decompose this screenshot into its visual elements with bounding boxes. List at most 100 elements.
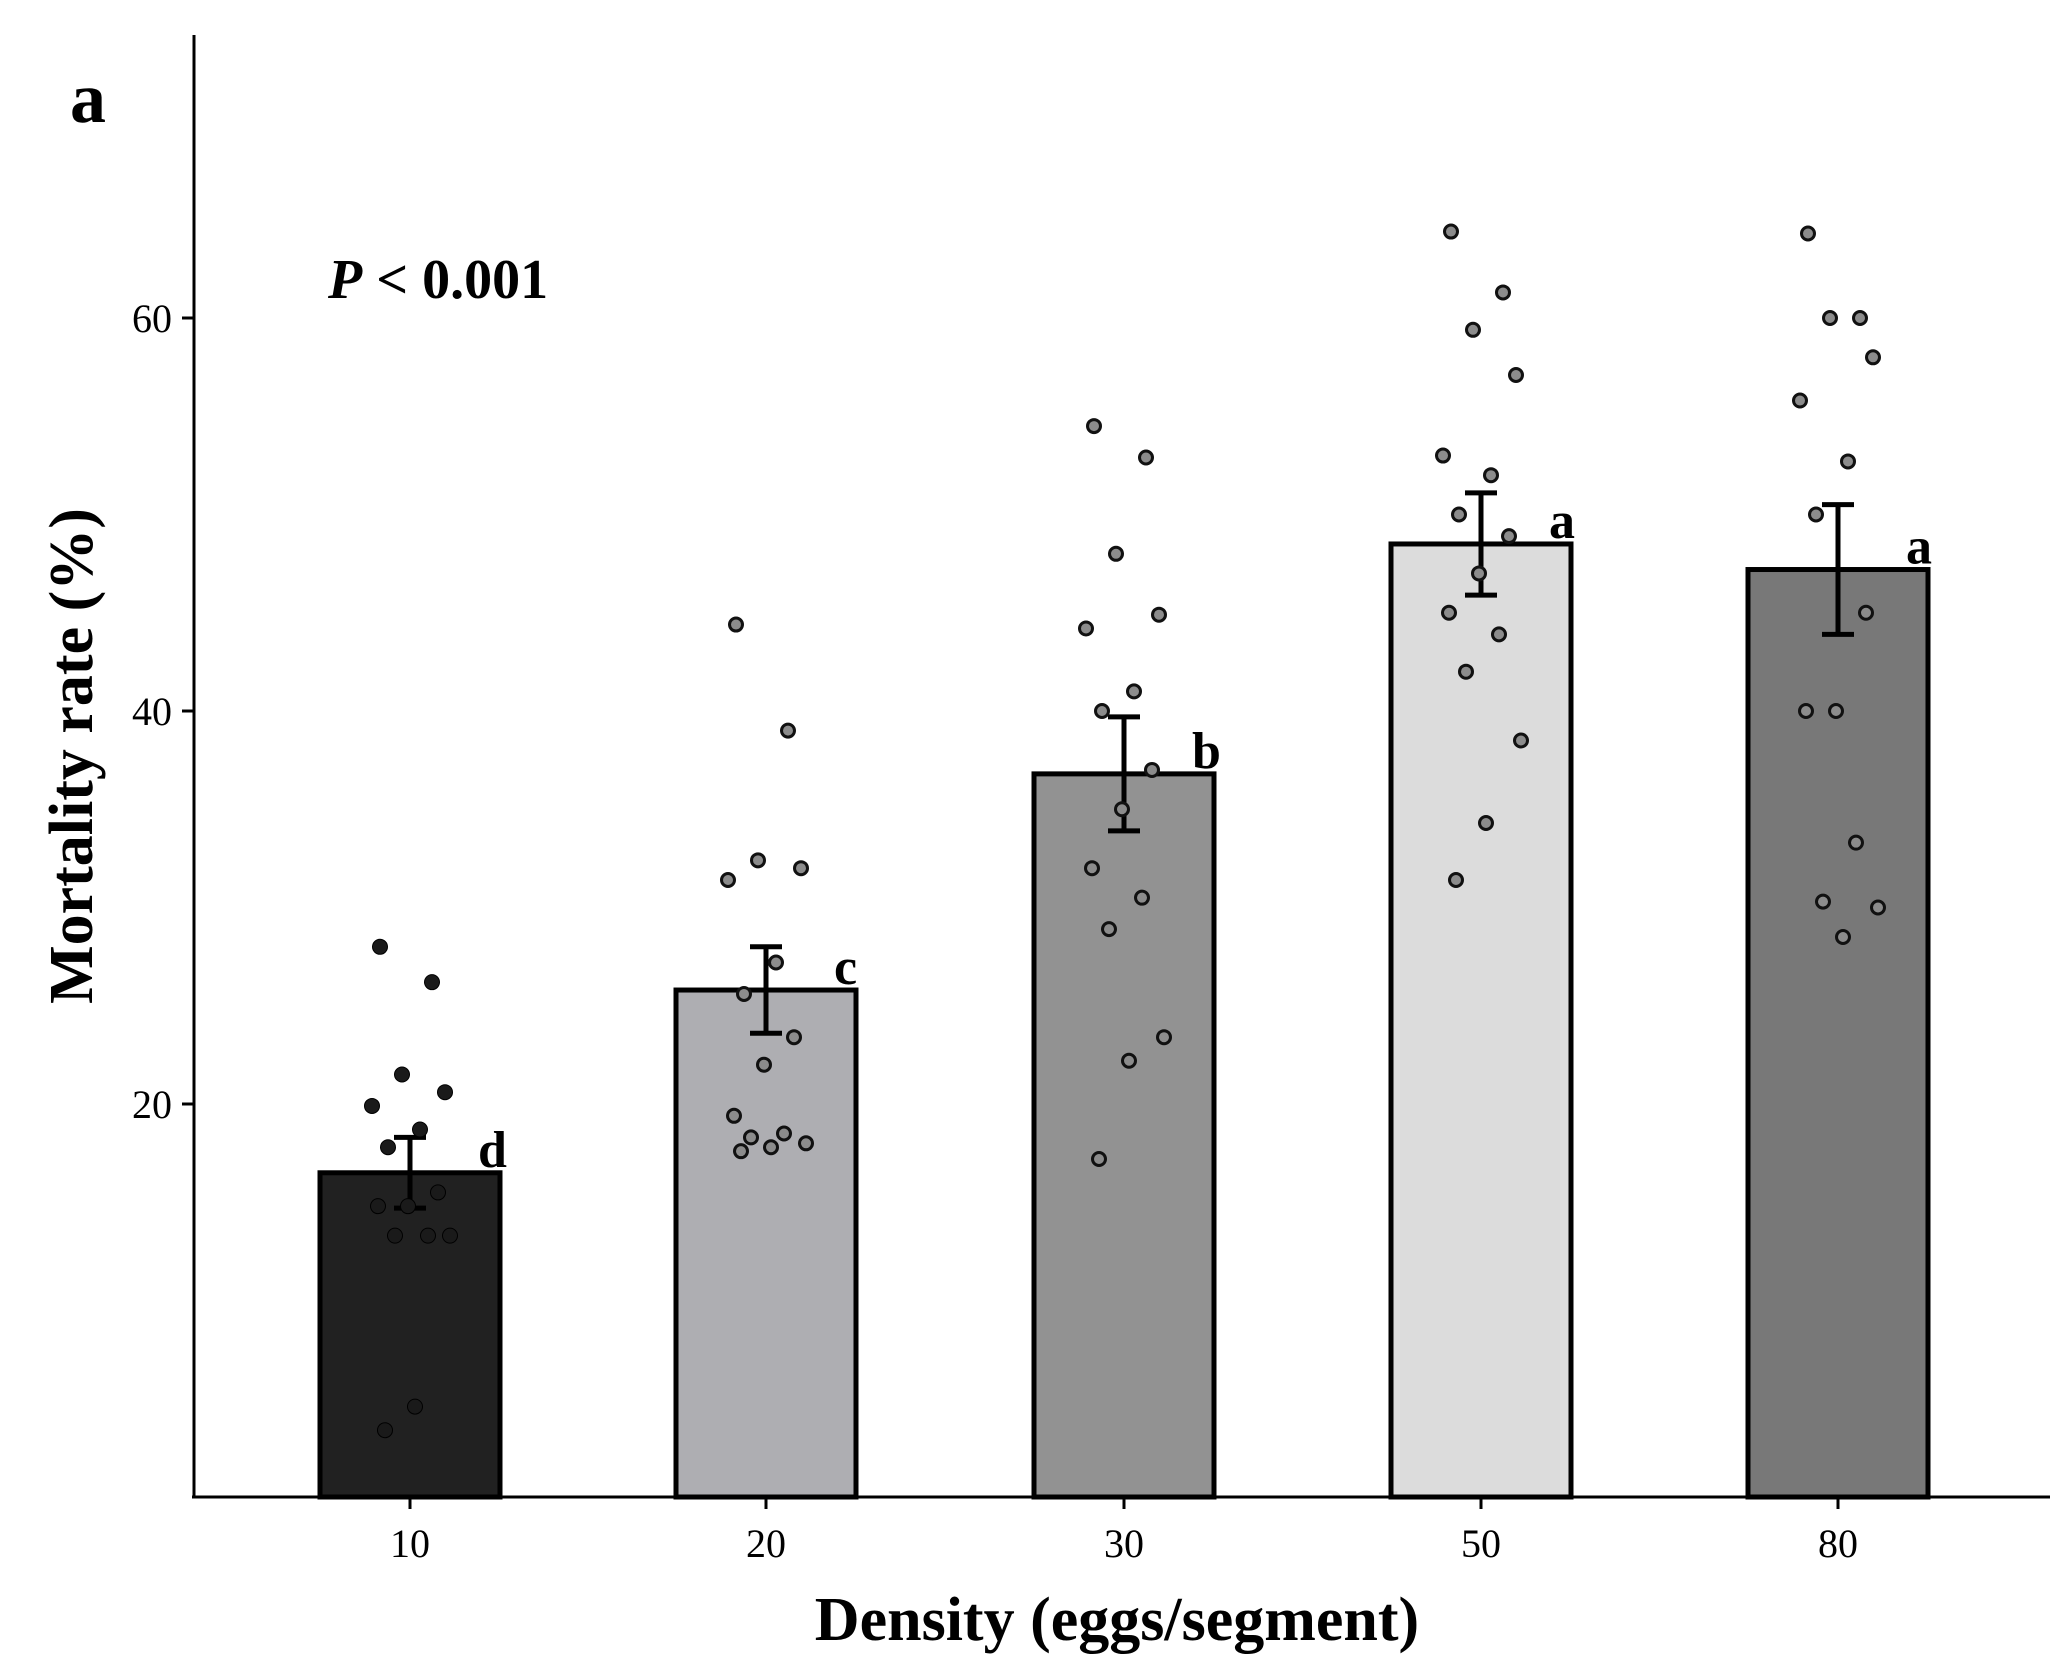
error-bar-20 bbox=[750, 944, 782, 1036]
data-point-10-6 bbox=[412, 1121, 428, 1138]
data-point-80-9 bbox=[1828, 703, 1844, 719]
data-point-20-8 bbox=[786, 1029, 802, 1046]
data-point-50-6 bbox=[1483, 467, 1499, 484]
data-point-50-5 bbox=[1435, 447, 1451, 464]
points-layer bbox=[364, 223, 1886, 1439]
significance-letters-layer: d c b a a bbox=[478, 493, 1932, 1179]
data-point-30-5 bbox=[1078, 620, 1094, 637]
x-axis-label: Density (eggs/segment) bbox=[815, 1586, 1419, 1654]
data-point-80-11 bbox=[1848, 834, 1864, 851]
data-point-80-3 bbox=[1822, 310, 1838, 326]
data-point-30-10 bbox=[1084, 860, 1100, 877]
data-point-30-7 bbox=[1094, 703, 1110, 719]
significance-letter-50: a bbox=[1549, 493, 1575, 550]
data-point-10-9 bbox=[400, 1198, 416, 1215]
y-tick-label-60: 60 bbox=[132, 296, 172, 341]
data-point-30-6 bbox=[1126, 683, 1142, 700]
data-point-10-1 bbox=[372, 938, 388, 955]
data-point-20-15 bbox=[733, 1143, 749, 1160]
data-point-80-14 bbox=[1835, 928, 1851, 945]
data-point-20-10 bbox=[726, 1107, 742, 1124]
data-point-50-11 bbox=[1491, 626, 1507, 643]
bar-30 bbox=[1031, 771, 1217, 1500]
data-point-20-14 bbox=[763, 1139, 779, 1156]
data-point-20-13 bbox=[798, 1135, 814, 1152]
data-point-80-13 bbox=[1870, 899, 1886, 916]
data-point-50-13 bbox=[1513, 732, 1529, 749]
data-point-30-14 bbox=[1121, 1052, 1137, 1069]
data-point-80-12 bbox=[1815, 893, 1831, 910]
p-value-text: < 0.001 bbox=[362, 249, 548, 311]
data-point-20-1 bbox=[728, 616, 744, 633]
data-point-30-13 bbox=[1156, 1029, 1172, 1046]
data-point-50-1 bbox=[1443, 223, 1459, 240]
data-point-10-13 bbox=[442, 1227, 458, 1244]
data-point-10-11 bbox=[420, 1227, 436, 1244]
data-point-50-8 bbox=[1501, 528, 1517, 545]
data-point-20-6 bbox=[768, 954, 784, 971]
data-point-50-4 bbox=[1508, 366, 1524, 383]
data-point-50-3 bbox=[1465, 321, 1481, 338]
data-point-50-10 bbox=[1441, 604, 1457, 621]
data-point-20-3 bbox=[750, 852, 766, 869]
bar-20 bbox=[673, 987, 859, 1500]
p-value-annotation: P < 0.001 bbox=[327, 249, 548, 311]
data-point-10-3 bbox=[394, 1066, 410, 1083]
error-bar-80 bbox=[1822, 502, 1854, 637]
data-point-50-15 bbox=[1448, 871, 1464, 888]
data-point-10-12 bbox=[387, 1227, 403, 1244]
x-tick-label-50: 50 bbox=[1461, 1521, 1501, 1566]
data-point-20-11 bbox=[776, 1125, 792, 1142]
data-point-10-4 bbox=[437, 1084, 453, 1101]
data-point-10-10 bbox=[370, 1198, 386, 1215]
significance-letter-80: a bbox=[1906, 519, 1932, 576]
x-tick-label-30: 30 bbox=[1104, 1521, 1144, 1566]
data-point-30-9 bbox=[1114, 801, 1130, 818]
data-point-80-1 bbox=[1800, 225, 1816, 242]
data-point-20-7 bbox=[736, 985, 752, 1002]
bar-80 bbox=[1745, 567, 1931, 1500]
axes-layer bbox=[192, 35, 2050, 1499]
data-point-30-3 bbox=[1108, 545, 1124, 562]
data-point-80-2 bbox=[1852, 310, 1868, 326]
y-tick-label-40: 40 bbox=[132, 689, 172, 734]
data-point-50-9 bbox=[1471, 565, 1487, 582]
bar-50 bbox=[1388, 541, 1574, 1500]
ticks-layer: 20 40 60 10 20 30 50 80 bbox=[132, 296, 1858, 1566]
x-tick-label-20: 20 bbox=[746, 1521, 786, 1566]
data-point-80-4 bbox=[1865, 349, 1881, 366]
data-point-10-14 bbox=[407, 1398, 423, 1415]
data-point-10-7 bbox=[380, 1139, 396, 1156]
bar-10 bbox=[317, 1170, 503, 1500]
data-point-30-2 bbox=[1138, 449, 1154, 466]
data-point-80-8 bbox=[1858, 604, 1874, 621]
data-point-30-8 bbox=[1144, 761, 1160, 778]
data-point-50-7 bbox=[1451, 506, 1467, 523]
panel-label: a bbox=[70, 58, 106, 138]
significance-letter-20: c bbox=[834, 939, 857, 996]
data-point-30-11 bbox=[1134, 889, 1150, 906]
data-point-20-4 bbox=[793, 860, 809, 877]
data-point-80-10 bbox=[1798, 703, 1814, 719]
data-point-10-8 bbox=[430, 1184, 446, 1201]
significance-letter-30: b bbox=[1192, 723, 1221, 780]
data-point-20-5 bbox=[720, 871, 736, 888]
data-point-80-5 bbox=[1792, 392, 1808, 409]
y-axis-label: Mortality rate (%) bbox=[38, 508, 106, 1004]
bars-layer bbox=[317, 541, 1931, 1500]
y-tick-label-20: 20 bbox=[132, 1082, 172, 1127]
data-point-80-6 bbox=[1840, 453, 1856, 470]
data-point-30-15 bbox=[1091, 1151, 1107, 1168]
data-point-10-2 bbox=[424, 974, 440, 991]
data-point-20-2 bbox=[780, 722, 796, 739]
data-point-30-12 bbox=[1101, 921, 1117, 938]
data-point-50-12 bbox=[1458, 663, 1474, 680]
data-point-50-2 bbox=[1495, 284, 1511, 301]
x-tick-label-10: 10 bbox=[390, 1521, 430, 1566]
data-point-20-9 bbox=[756, 1056, 772, 1073]
data-point-20-12 bbox=[743, 1129, 759, 1146]
data-point-10-5 bbox=[364, 1097, 380, 1114]
data-point-10-15 bbox=[377, 1422, 393, 1439]
p-symbol: P bbox=[327, 249, 363, 311]
